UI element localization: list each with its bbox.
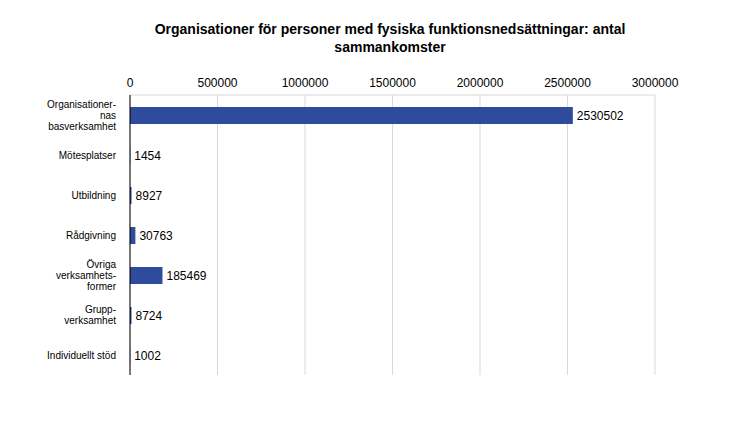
svg-text:Utbildning: Utbildning	[72, 190, 116, 201]
svg-text:Mötesplatser: Mötesplatser	[59, 150, 117, 161]
svg-text:2530502: 2530502	[577, 109, 624, 123]
svg-text:30763: 30763	[139, 229, 173, 243]
svg-text:1500000: 1500000	[369, 76, 416, 90]
svg-text:1002: 1002	[134, 349, 161, 363]
svg-text:1000000: 1000000	[282, 76, 329, 90]
svg-text:Övrigaverksamhets-former: Övrigaverksamhets-former	[56, 259, 117, 292]
svg-text:Rådgivning: Rådgivning	[66, 230, 116, 241]
svg-text:0: 0	[127, 76, 134, 90]
svg-text:3000000: 3000000	[632, 76, 679, 90]
svg-text:2500000: 2500000	[544, 76, 591, 90]
svg-text:8724: 8724	[136, 309, 163, 323]
svg-text:8927: 8927	[136, 189, 163, 203]
svg-text:500000: 500000	[197, 76, 237, 90]
svg-text:Individuellt stöd: Individuellt stöd	[47, 350, 116, 361]
svg-text:185469: 185469	[166, 269, 206, 283]
svg-text:Grupp-verksamhet: Grupp-verksamhet	[64, 304, 116, 326]
svg-text:Organisationer-nasbasverksamhe: Organisationer-nasbasverksamhet	[47, 99, 116, 132]
svg-text:1454: 1454	[134, 149, 161, 163]
html-text:Organisationer för personer me: Organisationer för personer med fysiska …	[154, 21, 626, 55]
svg-text:2000000: 2000000	[457, 76, 504, 90]
